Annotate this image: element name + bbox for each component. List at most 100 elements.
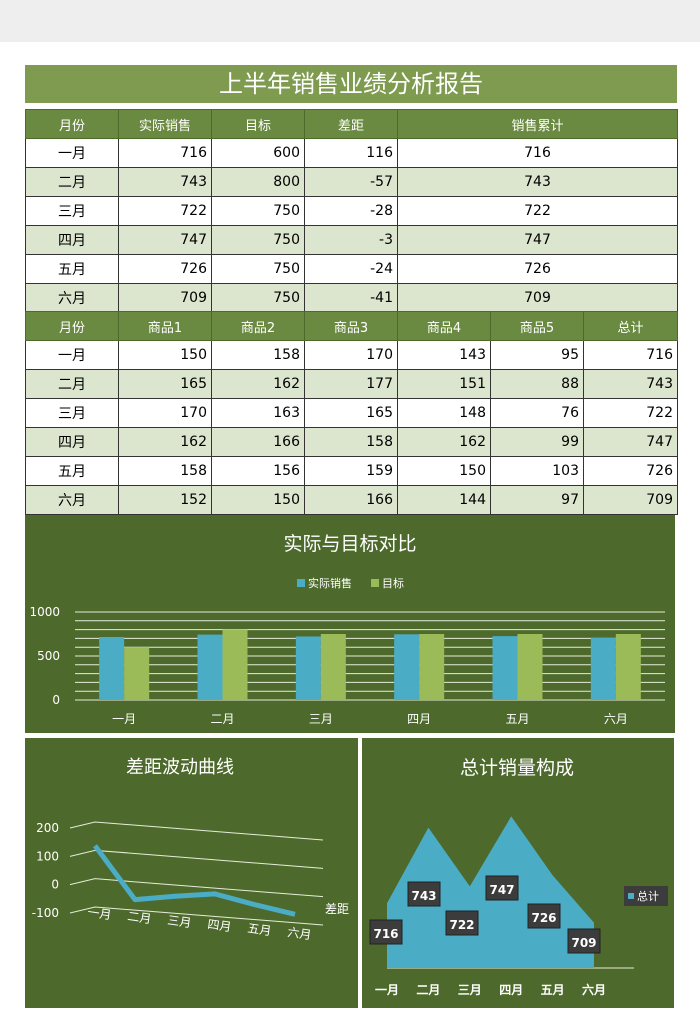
- table-cell: 743: [118, 167, 212, 197]
- table-row: 一月 716 600 116 716: [25, 138, 678, 168]
- table-cell: 五月: [25, 254, 119, 284]
- x-tick-label: 一月: [375, 983, 399, 997]
- table-cell: 76: [490, 398, 584, 428]
- x-tick-label: 五月: [541, 983, 565, 997]
- report-title: 上半年销售业绩分析报告: [25, 65, 677, 103]
- legend-label: 实际销售: [308, 576, 352, 590]
- table-cell: 158: [211, 340, 305, 370]
- x-tick-label: 二月: [127, 909, 153, 926]
- table-cell: 95: [490, 340, 584, 370]
- table-cell: 170: [304, 340, 398, 370]
- table-cell: 750: [211, 196, 305, 226]
- table-cell: 150: [118, 340, 212, 370]
- table2-header-cell: 商品3: [304, 311, 398, 341]
- table-cell: 152: [118, 485, 212, 515]
- bar-target: [320, 634, 346, 700]
- table-cell: -57: [304, 167, 398, 197]
- bar-actual: [492, 636, 518, 700]
- table-cell: 743: [397, 167, 678, 197]
- table-cell: 148: [397, 398, 491, 428]
- bar-target: [517, 634, 543, 700]
- table2-header-cell: 商品4: [397, 311, 491, 341]
- table-row: 四月 162 166 158 162 99 747: [25, 427, 678, 457]
- legend-label: 目标: [382, 576, 404, 590]
- table-cell: 103: [490, 456, 584, 486]
- table-cell: 747: [583, 427, 678, 457]
- table2-header-row: 月份 商品1 商品2 商品3 商品4 商品5 总计: [25, 311, 678, 341]
- table-cell: 166: [304, 485, 398, 515]
- bar-actual: [197, 634, 223, 700]
- table-cell: 743: [583, 369, 678, 399]
- table-cell: 747: [397, 225, 678, 255]
- table-cell: -24: [304, 254, 398, 284]
- table1-header-cell: 实际销售: [118, 109, 212, 139]
- gap-fluctuation-chart: 差距波动曲线 -100 0 100 200 一月 二月 三月 四月 五月 六月 差距: [25, 738, 358, 1008]
- gridline: [69, 878, 324, 898]
- table-cell: 726: [397, 254, 678, 284]
- table-cell: 116: [304, 138, 398, 168]
- actual-vs-target-svg: 实际与目标对比 实际销售 目标 0 500 1000 一月 二月 三月 四月 五月 六月: [29, 533, 665, 726]
- bar-actual: [295, 636, 321, 700]
- top-bar: [0, 0, 700, 42]
- bar-actual: [590, 637, 616, 700]
- table-cell: 一月: [25, 340, 119, 370]
- x-tick-label: 三月: [309, 712, 333, 726]
- table-cell: 726: [583, 456, 678, 486]
- table-cell: 709: [397, 283, 678, 313]
- table-row: 六月 152 150 166 144 97 709: [25, 485, 678, 515]
- table-cell: 四月: [25, 225, 119, 255]
- x-tick-label: 六月: [287, 925, 313, 942]
- data-label: 709: [571, 936, 596, 950]
- table-cell: 709: [583, 485, 678, 515]
- table-cell: 709: [118, 283, 212, 313]
- table-cell: -3: [304, 225, 398, 255]
- product-breakdown-table: 月份 商品1 商品2 商品3 商品4 商品5 总计 一月 150 158 170 143 95 716 二月…: [25, 311, 678, 515]
- table-cell: 99: [490, 427, 584, 457]
- x-tick-label: 一月: [112, 712, 136, 726]
- table-cell: 716: [583, 340, 678, 370]
- table-cell: 170: [118, 398, 212, 428]
- table-cell: 150: [397, 456, 491, 486]
- table1-header-cell: 差距: [304, 109, 398, 139]
- table2-header-cell: 商品5: [490, 311, 584, 341]
- x-tick-label: 二月: [416, 983, 440, 997]
- total-composition-chart: 总计销量构成 716 743 722 747 726 709 一月 二月 三月 四月 五月 六月 总计: [362, 738, 674, 1008]
- bar-actual: [99, 636, 125, 700]
- table-cell: 165: [118, 369, 212, 399]
- table1-header-row: 月份 实际销售 目标 差距 销售累计: [25, 109, 678, 139]
- bar-actual: [394, 634, 420, 700]
- table-row: 五月 158 156 159 150 103 726: [25, 456, 678, 486]
- y-tick-label: 100: [36, 849, 59, 863]
- table-cell: 159: [304, 456, 398, 486]
- table-row: 五月 726 750 -24 726: [25, 254, 678, 284]
- y-tick-label: -100: [32, 906, 59, 920]
- table-cell: 800: [211, 167, 305, 197]
- x-tick-label: 四月: [407, 712, 431, 726]
- table-cell: 三月: [25, 196, 119, 226]
- gap-line: [92, 844, 296, 917]
- x-tick-label: 二月: [210, 712, 234, 726]
- chart-title: 实际与目标对比: [283, 533, 416, 555]
- table-cell: 一月: [25, 138, 119, 168]
- x-tick-label: 五月: [505, 712, 529, 726]
- data-label-box: [527, 903, 561, 929]
- data-label: 722: [449, 918, 474, 932]
- data-label-box: [485, 875, 519, 901]
- table-cell: 716: [118, 138, 212, 168]
- gridline: [69, 849, 324, 869]
- x-tick-label: 四月: [499, 983, 523, 997]
- data-label: 747: [489, 883, 514, 897]
- y-tick-label: 200: [36, 821, 59, 835]
- y-tick-label: 0: [52, 693, 60, 707]
- legend-label: 总计: [637, 889, 659, 903]
- data-label: 743: [411, 889, 436, 903]
- table-cell: 166: [211, 427, 305, 457]
- gridline: [69, 906, 324, 926]
- y-tick-label: 1000: [29, 605, 60, 619]
- table-cell: 三月: [25, 398, 119, 428]
- table-cell: 158: [118, 456, 212, 486]
- chart-title: 总计销量构成: [460, 757, 574, 779]
- chart-title: 差距波动曲线: [126, 757, 234, 778]
- table-cell: 726: [118, 254, 212, 284]
- x-tick-label: 六月: [604, 712, 628, 726]
